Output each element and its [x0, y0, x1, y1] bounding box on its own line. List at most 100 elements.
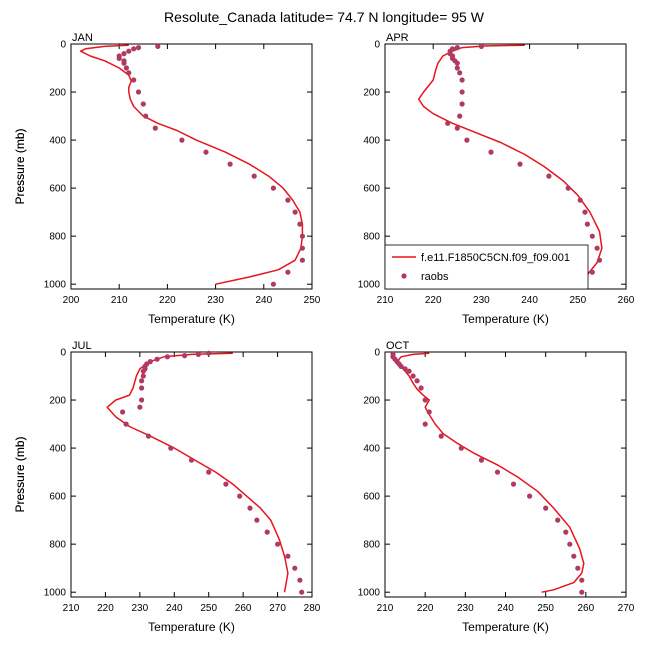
x-tick-label: 260 [618, 295, 635, 306]
raobs-point [121, 60, 127, 66]
x-tick-label: 280 [304, 603, 321, 614]
legend: f.e11.F1850C5CN.f09_f09.001 raobs [384, 244, 589, 290]
raobs-point [555, 517, 561, 523]
legend-box [384, 244, 589, 290]
y-axis-label: Pressure (mb) [13, 436, 27, 512]
raobs-point [582, 209, 588, 215]
raobs-point [527, 493, 533, 499]
raobs-point [494, 469, 501, 475]
x-tick-label: 230 [207, 295, 224, 306]
model-profile-line [417, 44, 603, 288]
y-tick-label: 0 [374, 40, 380, 51]
raobs-point [206, 469, 212, 475]
y-tick-label: 800 [49, 232, 66, 243]
raobs-point [155, 43, 161, 50]
y-tick-label: 600 [363, 492, 380, 503]
y-tick-label: 400 [49, 136, 66, 147]
raobs-point [123, 421, 129, 427]
raobs-point [179, 137, 185, 143]
raobs-point [426, 409, 432, 415]
plot-frame [70, 43, 313, 290]
y-tick-label: 600 [49, 492, 66, 503]
x-tick-label: 240 [497, 603, 514, 614]
y-axis-label: Pressure (mb) [13, 436, 27, 512]
raobs-point [454, 65, 460, 71]
raobs-point [292, 565, 298, 571]
raobs-point [139, 378, 145, 384]
plot-frame [70, 351, 313, 598]
raobs-point [182, 353, 188, 359]
raobs-point [459, 89, 465, 95]
y-axis-label: Pressure (mb) [13, 128, 27, 204]
raobs-point [579, 589, 585, 595]
x-tick-label: 270 [269, 603, 286, 614]
raobs-point [137, 404, 143, 410]
raobs-point [297, 577, 303, 583]
raobs-point [135, 45, 142, 51]
y-tick-label: 400 [363, 136, 380, 147]
raobs-point [203, 149, 209, 155]
y-tick-label: 600 [363, 184, 380, 195]
raobs-point [299, 257, 305, 263]
raobs-point [438, 433, 444, 439]
x-axis-label: Temperature (K) [148, 620, 235, 634]
raobs-point [454, 45, 460, 51]
raobs-point [270, 281, 276, 287]
raobs-point [410, 373, 416, 379]
raobs-point [488, 149, 494, 155]
x-axis-label: Temperature (K) [462, 620, 549, 634]
y-tick-label: 800 [49, 540, 66, 551]
raobs-point [270, 185, 276, 191]
raobs-point [121, 51, 127, 57]
y-tick-label: 200 [363, 396, 380, 407]
x-tick-label: 250 [200, 603, 217, 614]
raobs-point [195, 351, 201, 357]
raobs-point [297, 221, 303, 227]
raobs-point [247, 505, 253, 511]
raobs-point [143, 113, 149, 119]
raobs-point [135, 89, 142, 95]
y-tick-label: 200 [49, 88, 66, 99]
raobs-point [589, 269, 595, 275]
raobs-point [299, 245, 305, 251]
model-profile-line [396, 352, 585, 593]
x-tick-label: 210 [63, 603, 80, 614]
raobs-point [139, 397, 145, 403]
raobs-point [188, 457, 195, 463]
y-tick-label: 800 [363, 540, 380, 551]
x-tick-label: 240 [255, 295, 272, 306]
raobs-point [579, 577, 585, 583]
x-tick-label: 240 [166, 603, 183, 614]
raobs-point [478, 43, 484, 50]
raobs-point [299, 589, 305, 595]
raobs-point [131, 46, 137, 52]
raobs-point [563, 529, 569, 535]
x-axis-label: Temperature (K) [462, 312, 549, 326]
raobs-point [571, 553, 577, 559]
raobs-point [131, 77, 137, 83]
panel-jan: 200 210 220 230 240 250 0 200 400 600 800 1000 JAN Te… [13, 32, 321, 326]
legend-model-label: f.e11.F1850C5CN.f09_f09.001 [421, 252, 570, 264]
raobs-point [254, 517, 260, 523]
x-tick-label: 220 [417, 603, 434, 614]
raobs-point [251, 173, 257, 179]
raobs-point [454, 60, 460, 66]
x-tick-label: 210 [377, 295, 394, 306]
y-tick-label: 200 [363, 88, 380, 99]
raobs-point [120, 409, 126, 415]
raobs-point [567, 541, 573, 547]
raobs-point [418, 385, 424, 391]
model-profile-line [79, 44, 304, 285]
raobs-point [543, 505, 549, 511]
raobs-point [422, 397, 428, 403]
x-tick-label: 220 [159, 295, 176, 306]
panel-label: JAN [72, 32, 93, 44]
raobs-point [422, 421, 428, 427]
raobs-point [126, 70, 132, 76]
y-tick-label: 1000 [44, 280, 67, 291]
raobs-point [139, 385, 145, 391]
raobs-point [398, 363, 404, 369]
raobs-point [168, 445, 174, 451]
raobs-point [454, 125, 460, 131]
